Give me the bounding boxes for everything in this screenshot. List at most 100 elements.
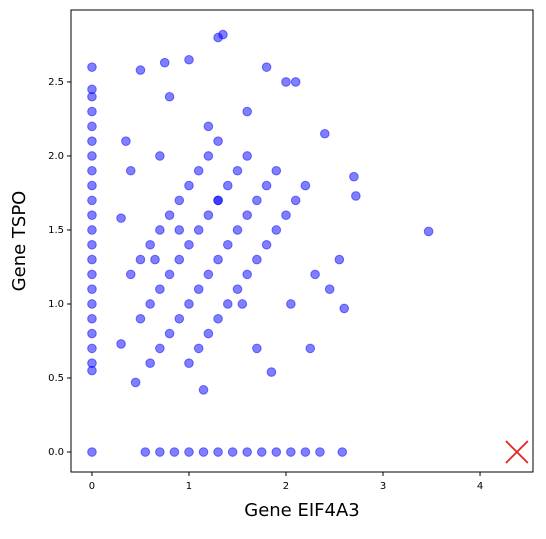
point (305, 343, 316, 354)
point (203, 269, 214, 280)
point (232, 225, 243, 235)
point (87, 447, 97, 457)
point (337, 447, 348, 457)
point (252, 254, 262, 265)
point (155, 447, 165, 457)
point (87, 239, 97, 250)
point (232, 284, 243, 294)
y-axis-label: Gene TSPO (9, 191, 30, 292)
point (300, 180, 311, 191)
point (184, 180, 194, 191)
point (87, 343, 97, 354)
point (423, 226, 434, 237)
x-tick-label: 4 (477, 481, 483, 492)
point (222, 299, 233, 309)
point (222, 239, 233, 250)
point (349, 171, 359, 182)
point (87, 62, 97, 72)
point (193, 225, 204, 235)
point (310, 269, 320, 280)
point (232, 165, 243, 176)
point (213, 195, 223, 206)
point (300, 447, 311, 457)
point (266, 367, 277, 377)
point (87, 180, 97, 191)
point (286, 447, 296, 457)
point (203, 328, 214, 339)
plot-area (71, 10, 533, 472)
point (159, 57, 170, 68)
point (213, 313, 223, 324)
point (252, 343, 262, 354)
point (155, 343, 165, 354)
point (145, 358, 155, 368)
point (222, 180, 233, 191)
point (87, 254, 97, 265)
point (87, 210, 97, 220)
point (281, 77, 291, 87)
point (121, 136, 131, 146)
x-tick-label: 0 (89, 481, 95, 492)
point (130, 377, 141, 388)
x-axis-label: Gene EIF4A3 (244, 500, 359, 521)
point (125, 269, 136, 280)
point (198, 447, 209, 457)
point (271, 165, 282, 176)
point (145, 239, 155, 250)
plot-frame (70, 9, 534, 473)
y-tick-label: 0.5 (48, 373, 64, 384)
point (242, 210, 252, 220)
y-tick-label: 2.5 (48, 77, 64, 88)
point (155, 151, 165, 161)
point (203, 210, 214, 220)
point (87, 269, 97, 280)
point (135, 313, 146, 324)
point (242, 269, 252, 280)
point (87, 284, 97, 294)
point (87, 328, 97, 339)
point (315, 447, 325, 457)
point (242, 447, 252, 457)
point (281, 210, 291, 220)
point (135, 254, 146, 265)
point (227, 447, 238, 457)
point (261, 239, 272, 250)
point (339, 303, 350, 314)
point (213, 254, 223, 265)
point (135, 65, 146, 75)
point (87, 195, 97, 206)
y-tick-label: 0.0 (48, 447, 64, 458)
point (145, 299, 155, 309)
point (218, 29, 228, 40)
point (290, 195, 301, 206)
point (334, 254, 345, 265)
x-tick-label: 1 (186, 481, 192, 492)
x-marker (505, 440, 529, 464)
point (184, 54, 194, 65)
point (87, 225, 97, 235)
point (116, 213, 126, 223)
point (203, 121, 214, 132)
point (174, 254, 185, 265)
point (351, 191, 361, 201)
point (237, 299, 248, 309)
point (87, 165, 97, 176)
point (184, 358, 194, 368)
point (286, 299, 296, 309)
point (87, 358, 97, 368)
y-tick-label: 1.0 (48, 299, 64, 310)
point (271, 225, 282, 235)
point (324, 284, 335, 294)
point (150, 254, 160, 265)
point (164, 91, 175, 102)
point (87, 84, 97, 95)
point (193, 284, 204, 294)
point (256, 447, 267, 457)
point (169, 447, 180, 457)
point (164, 328, 175, 339)
point (87, 299, 97, 309)
point (87, 151, 97, 161)
point (184, 239, 194, 250)
point (213, 136, 223, 146)
